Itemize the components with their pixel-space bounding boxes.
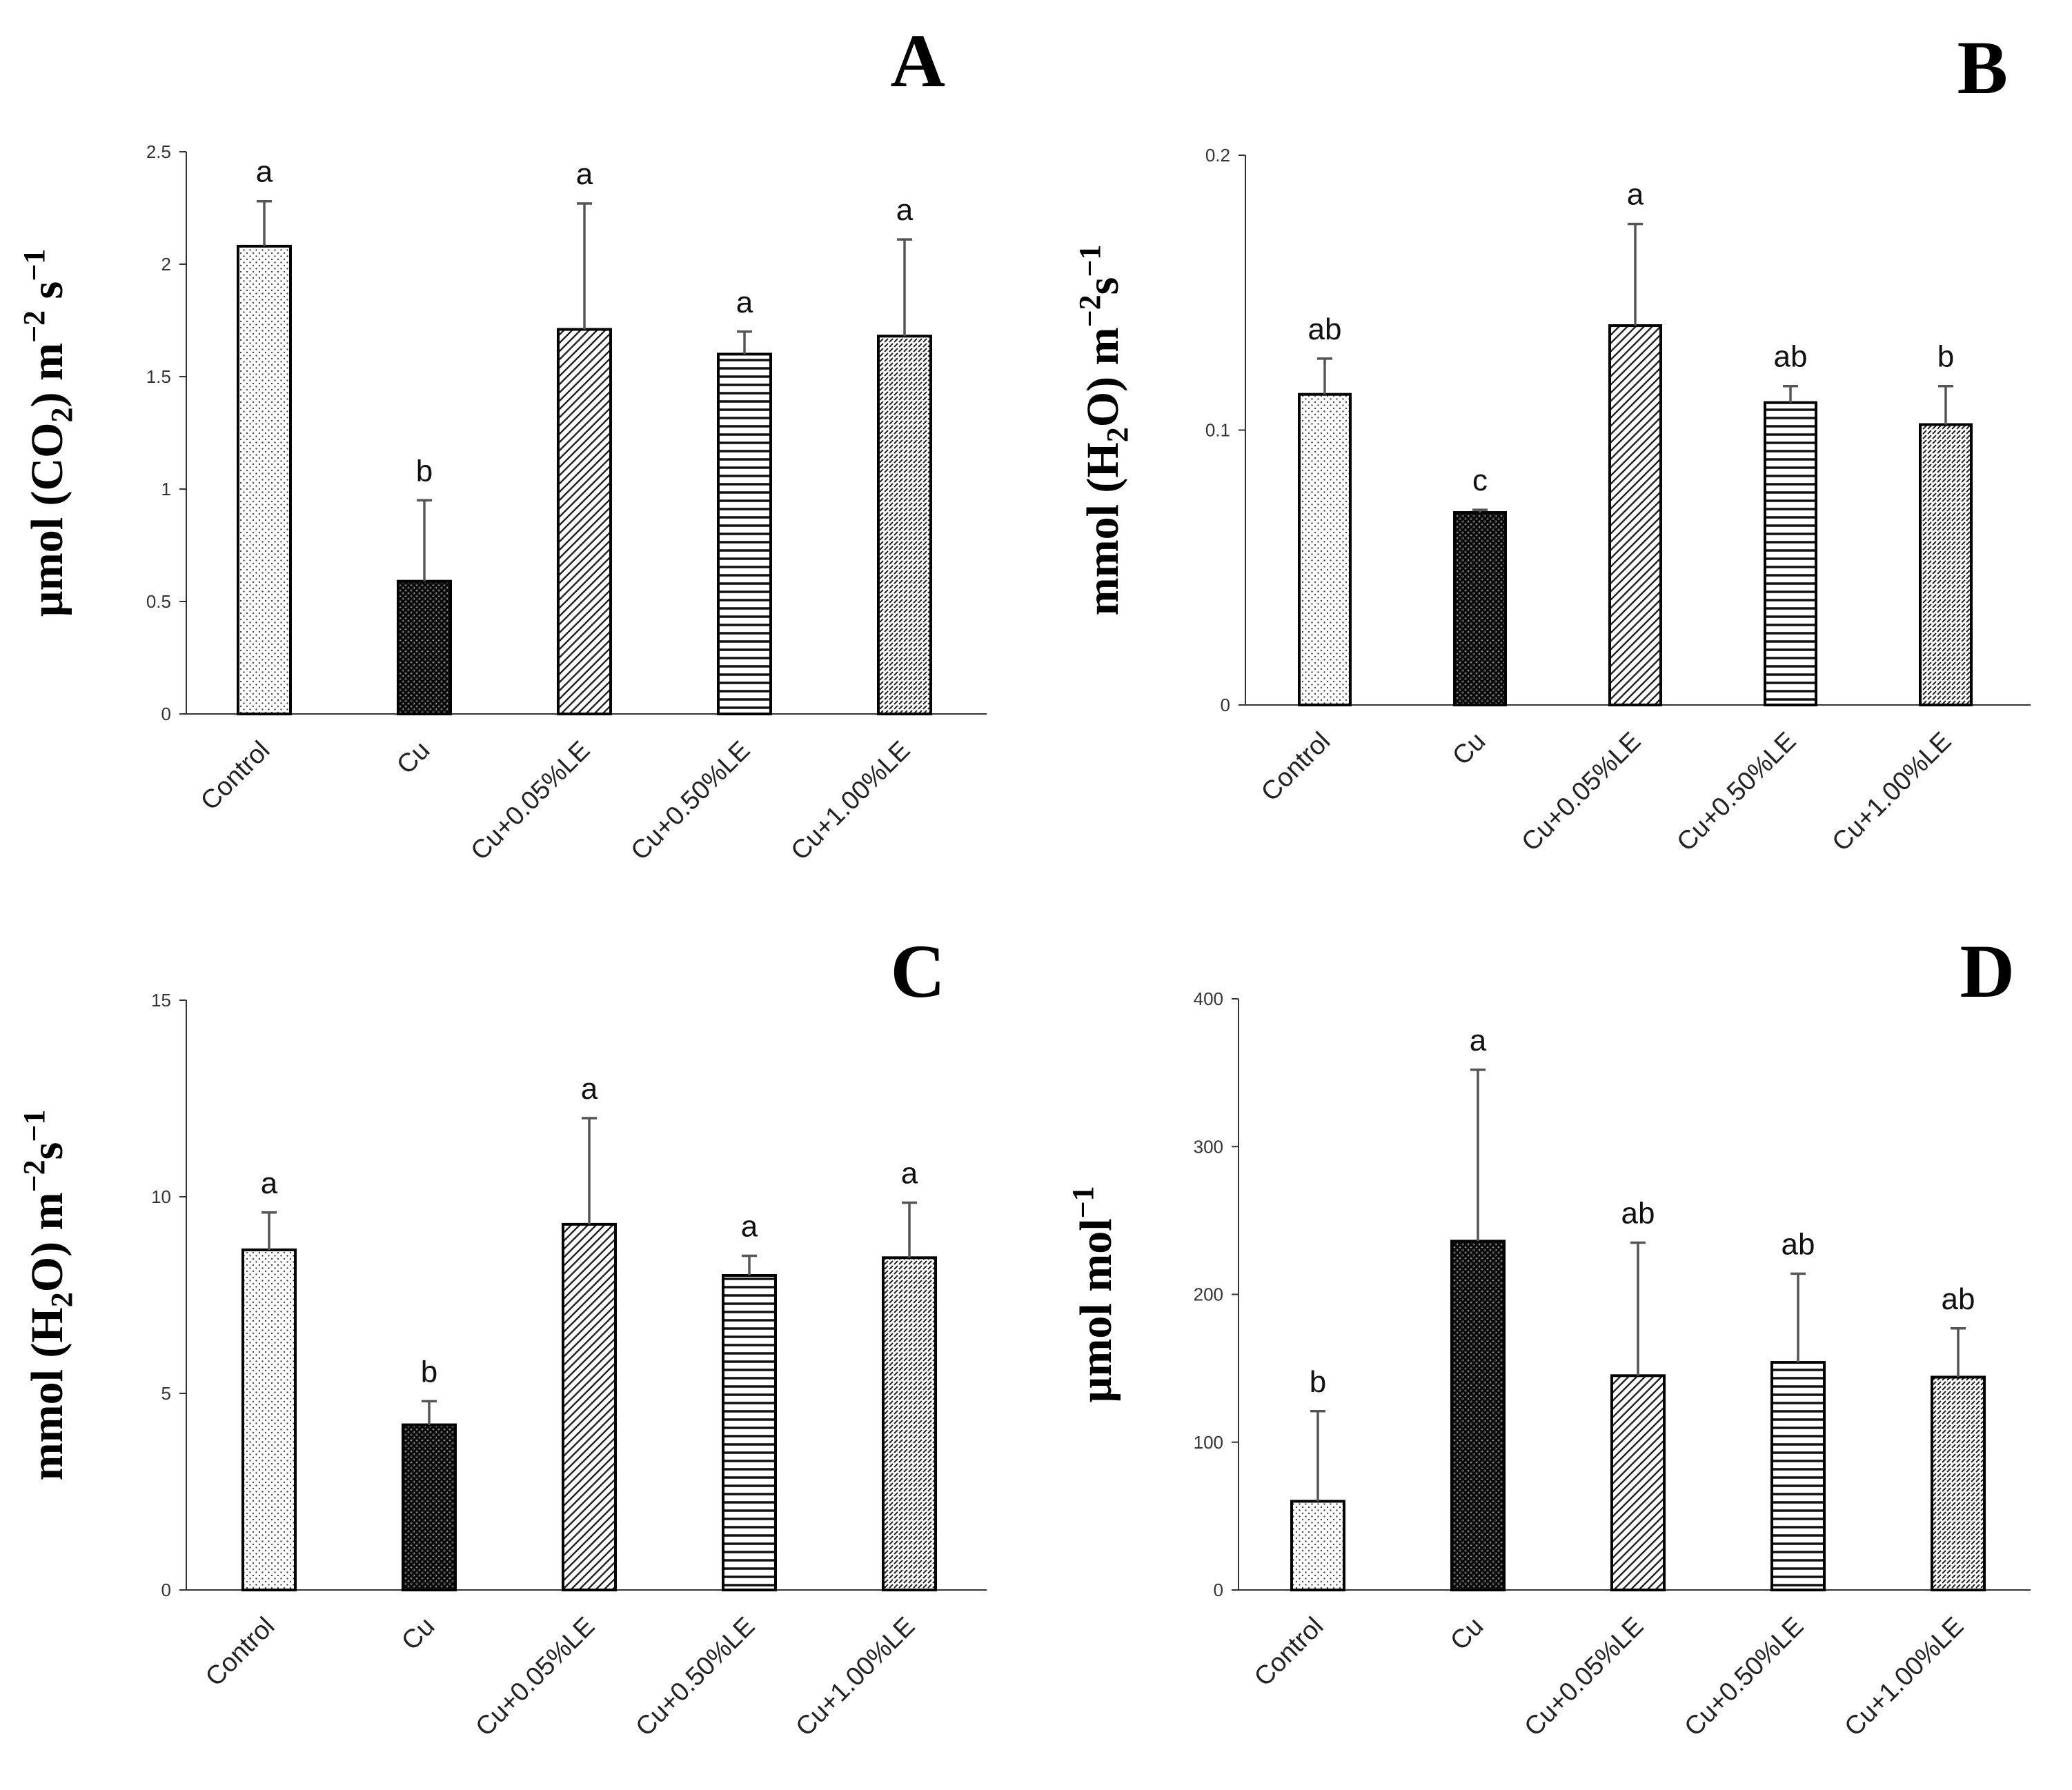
bar-cu-005-le (562, 1222, 617, 1591)
bar-cu (1450, 1240, 1506, 1591)
bar-cu (397, 579, 452, 715)
significance-label-cu: b (416, 454, 433, 488)
bar-cu-005-le (1608, 324, 1662, 706)
significance-label-cu-100-le: b (1937, 340, 1954, 374)
category-label-cu-100-le: Cu+1.00%LE (1827, 727, 1957, 857)
category-label-cu-005-le: Cu+0.05%LE (1517, 727, 1647, 857)
bar-cu-050-le (1764, 401, 1817, 707)
y-tick-label: 0.1 (1205, 420, 1230, 441)
chart-panel-b: 0 0.1 0.2 ab Control c Cu a Cu+0.05%LE ab Cu+0.50%… (1073, 26, 2031, 857)
y-tick-label: 1 (161, 479, 171, 499)
significance-label-cu-100-le: a (896, 193, 914, 227)
category-label-cu-100-le: Cu+1.00%LE (786, 736, 916, 866)
panel-label: A (891, 19, 945, 103)
significance-label-cu-005-le: ab (1621, 1197, 1655, 1231)
bar-cu-005-le (557, 328, 612, 716)
significance-label-cu-005-le: a (576, 157, 593, 191)
significance-label-cu-050-le: ab (1774, 340, 1808, 374)
category-label-cu: Cu (1445, 1612, 1489, 1656)
significance-label-cu-100-le: a (901, 1157, 918, 1191)
category-label-cu-100-le: Cu+1.00%LE (1839, 1612, 1970, 1742)
bar-control (241, 1248, 297, 1591)
y-tick-label: 2.5 (146, 141, 171, 162)
category-label-cu-050-le: Cu+0.50%LE (626, 736, 756, 866)
category-label-control: Control (1249, 1612, 1329, 1692)
category-label-cu-050-le: Cu+0.50%LE (1672, 727, 1802, 857)
bar-cu-100-le (882, 1256, 937, 1591)
chart-panel-a: 0 0.5 1 1.5 2 2.5 a Control b Cu a Cu+0.05%LE a Cu+0.… (17, 19, 987, 866)
bar-cu-050-le (717, 352, 772, 715)
y-tick-label: 0 (1214, 1580, 1223, 1600)
category-label-cu: Cu (396, 1612, 440, 1656)
significance-label-cu-050-le: ab (1782, 1228, 1815, 1262)
y-tick-label: 1.5 (146, 366, 171, 387)
significance-label-cu-050-le: a (736, 286, 753, 319)
y-tick-label: 5 (161, 1383, 171, 1404)
y-tick-label: 0.2 (1205, 145, 1230, 166)
significance-label-control: ab (1308, 312, 1342, 346)
category-label-cu-005-le: Cu+0.05%LE (466, 736, 596, 866)
y-tick-label: 300 (1194, 1136, 1223, 1157)
category-label-cu: Cu (1447, 727, 1491, 771)
panel-label: D (1960, 929, 2015, 1013)
category-label-control: Control (1256, 727, 1336, 807)
chart-panel-d: 0 100 200 300 400 b Control a Cu ab Cu+0.05%LE ab Cu… (1066, 929, 2031, 1742)
category-label-cu-005-le: Cu+0.05%LE (471, 1612, 601, 1742)
significance-label-cu: c (1472, 464, 1488, 497)
category-label-control: Control (195, 736, 275, 816)
significance-label-cu-005-le: a (581, 1072, 598, 1106)
y-tick-label: 100 (1194, 1432, 1223, 1453)
y-tick-label: 2 (161, 254, 171, 275)
category-label-control: Control (200, 1612, 280, 1692)
bar-cu-050-le (722, 1274, 777, 1591)
category-label-cu-005-le: Cu+0.05%LE (1519, 1612, 1650, 1742)
y-tick-label: 10 (151, 1186, 171, 1207)
chart-panel-c: 0 5 10 15 a Control b Cu a Cu+0.05%LE a Cu+0.50%LE a… (17, 929, 987, 1742)
category-label-cu: Cu (391, 736, 435, 780)
bar-cu-100-le (877, 335, 932, 715)
y-tick-label: 400 (1194, 988, 1223, 1009)
bar-cu (402, 1423, 457, 1592)
significance-label-cu-100-le: ab (1942, 1282, 1975, 1316)
panel-label: B (1957, 26, 2008, 110)
y-tick-label: 0 (161, 1580, 171, 1600)
y-tick-label: 200 (1194, 1284, 1223, 1305)
significance-label-cu-050-le: a (741, 1210, 758, 1244)
panel-label: C (891, 929, 945, 1013)
y-tick-label: 0 (161, 704, 171, 724)
bar-cu (1453, 511, 1507, 706)
y-axis-label: µmol mol−1 (1066, 1186, 1121, 1402)
bar-cu-050-le (1770, 1361, 1826, 1592)
category-label-cu-050-le: Cu+0.50%LE (1679, 1612, 1810, 1742)
y-axis-label: µmol (CO2) m−2 s−1 (17, 249, 79, 617)
y-axis-label: mmol (H2O) m−2s−1 (1073, 245, 1134, 616)
category-label-cu-050-le: Cu+0.50%LE (631, 1612, 761, 1742)
y-axis-label: mmol (H2O) m−2s−1 (17, 1110, 79, 1481)
y-tick-label: 0 (1221, 695, 1230, 715)
y-tick-label: 15 (151, 990, 171, 1011)
bar-cu-100-le (1931, 1375, 1986, 1591)
category-label-cu-100-le: Cu+1.00%LE (791, 1612, 921, 1742)
significance-label-control: b (1310, 1365, 1326, 1399)
significance-label-cu-005-le: a (1627, 178, 1644, 212)
bar-control (1298, 392, 1352, 706)
bar-cu-100-le (1919, 423, 1973, 707)
bar-control (237, 244, 292, 716)
significance-label-cu: a (1470, 1024, 1487, 1057)
bar-control (1290, 1500, 1345, 1591)
significance-label-control: a (256, 155, 273, 189)
bar-cu-005-le (1610, 1374, 1666, 1592)
y-tick-label: 0.5 (146, 591, 171, 612)
significance-label-cu: b (421, 1355, 437, 1389)
significance-label-control: a (261, 1166, 278, 1200)
